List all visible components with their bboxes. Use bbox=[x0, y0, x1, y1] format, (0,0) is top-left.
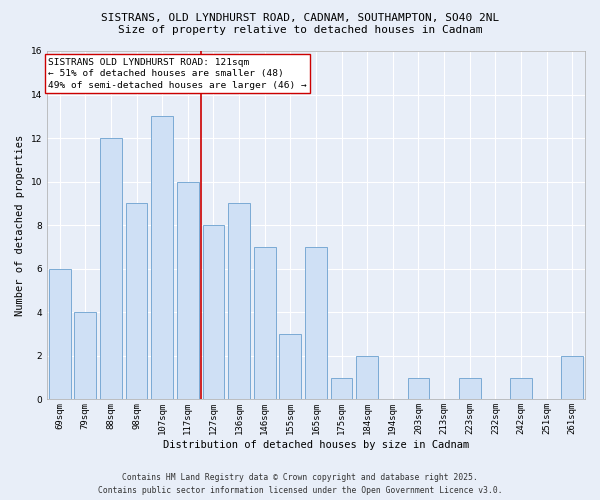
Bar bbox=[510, 378, 532, 400]
Bar bbox=[151, 116, 173, 400]
Bar bbox=[126, 204, 148, 400]
Bar bbox=[356, 356, 378, 400]
Text: Size of property relative to detached houses in Cadnam: Size of property relative to detached ho… bbox=[118, 25, 482, 35]
Bar bbox=[203, 225, 224, 400]
Bar bbox=[561, 356, 583, 400]
Bar bbox=[305, 247, 327, 400]
X-axis label: Distribution of detached houses by size in Cadnam: Distribution of detached houses by size … bbox=[163, 440, 469, 450]
Bar bbox=[331, 378, 352, 400]
Bar bbox=[228, 204, 250, 400]
Bar bbox=[49, 269, 71, 400]
Bar bbox=[280, 334, 301, 400]
Y-axis label: Number of detached properties: Number of detached properties bbox=[15, 134, 25, 316]
Bar bbox=[254, 247, 275, 400]
Bar bbox=[100, 138, 122, 400]
Text: SISTRANS OLD LYNDHURST ROAD: 121sqm
← 51% of detached houses are smaller (48)
49: SISTRANS OLD LYNDHURST ROAD: 121sqm ← 51… bbox=[48, 58, 307, 90]
Bar bbox=[74, 312, 96, 400]
Text: SISTRANS, OLD LYNDHURST ROAD, CADNAM, SOUTHAMPTON, SO40 2NL: SISTRANS, OLD LYNDHURST ROAD, CADNAM, SO… bbox=[101, 12, 499, 22]
Bar bbox=[177, 182, 199, 400]
Bar bbox=[459, 378, 481, 400]
Text: Contains HM Land Registry data © Crown copyright and database right 2025.
Contai: Contains HM Land Registry data © Crown c… bbox=[98, 474, 502, 495]
Bar bbox=[407, 378, 430, 400]
